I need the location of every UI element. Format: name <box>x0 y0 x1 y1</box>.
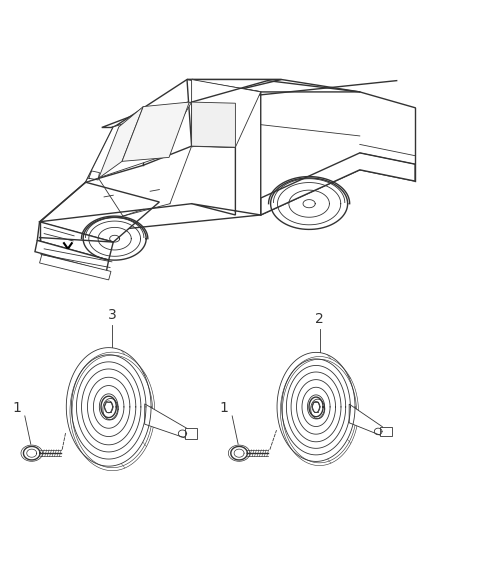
Polygon shape <box>187 79 261 215</box>
Polygon shape <box>39 255 111 280</box>
Polygon shape <box>349 404 383 436</box>
Polygon shape <box>187 79 360 92</box>
Polygon shape <box>261 153 415 215</box>
Polygon shape <box>192 102 235 147</box>
Polygon shape <box>380 427 392 436</box>
Text: 2: 2 <box>315 312 324 326</box>
Polygon shape <box>39 182 159 242</box>
Polygon shape <box>98 106 143 178</box>
Polygon shape <box>37 222 113 260</box>
Text: 3: 3 <box>108 308 117 322</box>
Text: 1: 1 <box>220 401 229 415</box>
Text: 1: 1 <box>12 401 22 415</box>
Polygon shape <box>144 404 187 439</box>
Polygon shape <box>192 79 261 147</box>
Polygon shape <box>85 102 192 182</box>
Polygon shape <box>185 429 197 439</box>
Polygon shape <box>35 240 108 272</box>
Polygon shape <box>102 81 286 128</box>
Polygon shape <box>113 79 281 128</box>
Polygon shape <box>122 102 189 161</box>
